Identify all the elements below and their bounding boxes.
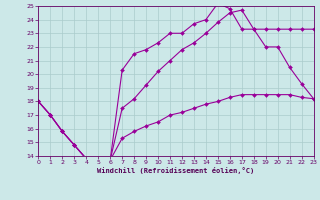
X-axis label: Windchill (Refroidissement éolien,°C): Windchill (Refroidissement éolien,°C)	[97, 167, 255, 174]
